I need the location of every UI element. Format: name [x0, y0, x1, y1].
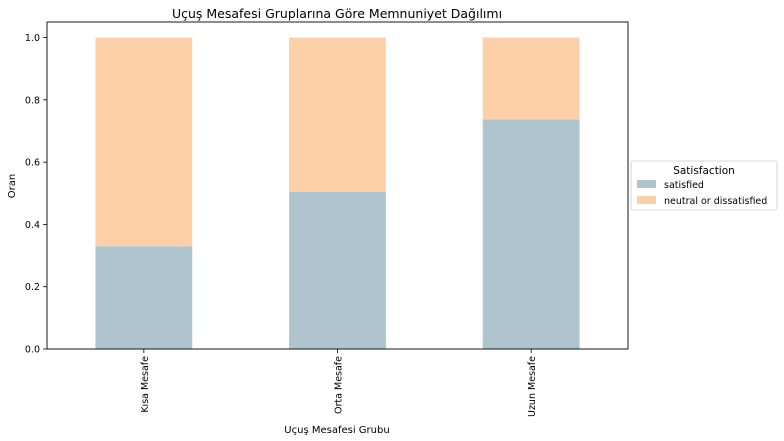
y-tick-label: 0.8 — [25, 95, 40, 106]
legend-box — [630, 160, 778, 211]
x-tick-label: Kısa Mesafe — [140, 356, 151, 413]
y-tick-label: 0.2 — [25, 282, 40, 293]
y-tick-label: 1.0 — [25, 33, 40, 44]
legend-title: Satisfaction — [673, 165, 735, 177]
y-tick-label: 0.0 — [25, 345, 40, 356]
x-axis-ticks: Kısa Mesafe Orta Mesafe Uzun Mesafe — [140, 349, 538, 417]
x-tick-label: Orta Mesafe — [334, 356, 345, 414]
legend-label-neutral-or-dissatisfied: neutral or dissatisfied — [664, 196, 767, 207]
y-axis-label: Oran — [7, 174, 18, 198]
bar-satisfied-1 — [95, 246, 193, 349]
legend-swatch-neutral-or-dissatisfied — [637, 196, 656, 204]
chart-title: Uçuş Mesafesi Gruplarına Göre Memnuniyet… — [172, 6, 502, 21]
legend-swatch-satisfied — [637, 180, 656, 188]
bar-neutral-or-dissatisfied-2 — [289, 37, 386, 192]
x-tick-label: Uzun Mesafe — [527, 356, 538, 417]
bar-satisfied-2 — [289, 191, 386, 349]
legend: Satisfaction satisfied neutral or dissat… — [630, 160, 778, 211]
bar-neutral-or-dissatisfied-1 — [95, 37, 193, 247]
bar-satisfied-3 — [482, 119, 580, 349]
y-tick-label: 0.6 — [25, 158, 40, 169]
x-axis-label: Uçuş Mesafesi Grubu — [284, 425, 389, 436]
bar-neutral-or-dissatisfied-3 — [482, 37, 580, 120]
y-tick-label: 0.4 — [25, 220, 40, 231]
legend-label-satisfied: satisfied — [664, 180, 704, 191]
bars-layer — [95, 37, 580, 349]
y-axis-ticks: 0.0 0.2 0.4 0.6 0.8 1.0 — [25, 33, 47, 356]
